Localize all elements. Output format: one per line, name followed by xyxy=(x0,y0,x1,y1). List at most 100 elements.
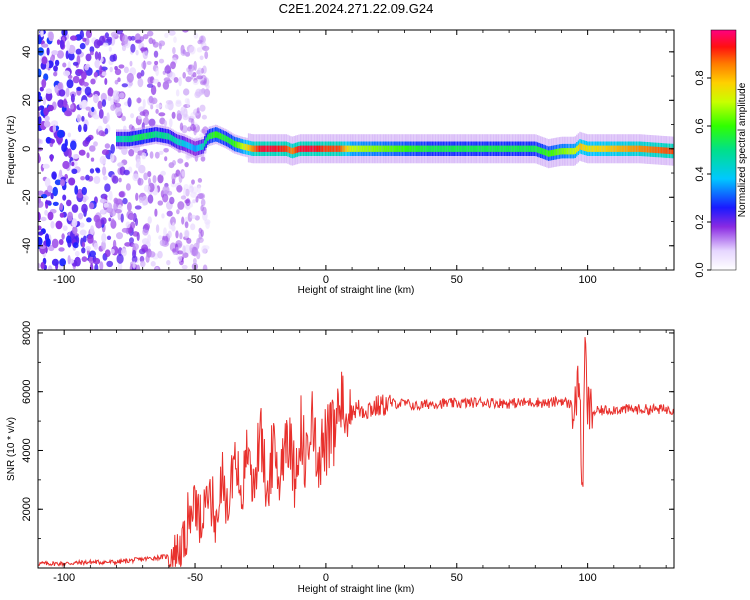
spectrogram-ridge-core xyxy=(648,146,650,153)
spectrogram-noise-patch xyxy=(99,198,107,204)
spectrogram-noise-patch xyxy=(101,233,107,243)
x-tick-label: 0 xyxy=(323,274,329,286)
spectrogram-noise-patch xyxy=(53,71,58,77)
spectrogram-noise-patch xyxy=(189,214,197,219)
spectrogram-ridge-core xyxy=(337,145,339,152)
spectrogram-noise-patch xyxy=(100,66,108,71)
spectrogram-noise-patch xyxy=(190,223,196,231)
spectrogram-ridge-core xyxy=(580,143,583,150)
spectrogram-noise-patch xyxy=(70,103,74,110)
spectrogram-noise-patch xyxy=(44,115,50,122)
spectrogram-ridge-core xyxy=(200,143,203,150)
spectrogram-ridge-layer xyxy=(116,124,674,169)
spectrogram-noise-patch xyxy=(163,148,169,153)
spectrogram-noise-patch xyxy=(166,79,173,84)
spectrogram-ridge-core xyxy=(634,145,636,152)
spectrogram-noise-patch xyxy=(130,43,136,53)
spectrogram-ridge-core xyxy=(252,145,254,152)
spectrogram-ridge-core xyxy=(649,146,652,153)
spectrogram-ridge-core xyxy=(324,145,327,152)
spectrogram-noise-patch xyxy=(76,114,82,123)
spectrogram-ridge-core xyxy=(351,145,353,152)
spectrogram-noise-patch xyxy=(152,175,157,184)
spectrogram-ridge-core xyxy=(400,145,402,152)
spectrogram-noise-patch xyxy=(63,70,71,77)
spectrogram-ridge-core xyxy=(552,149,554,156)
spectrogram-ridge-core xyxy=(372,145,374,152)
spectrogram-noise-patch xyxy=(185,188,190,197)
spectrogram-noise-patch xyxy=(117,162,124,168)
spectrogram-noise-patch xyxy=(188,64,193,70)
spectrogram-noise-patch xyxy=(176,255,183,262)
spectrogram-noise-patch xyxy=(179,232,183,240)
spectrogram-noise-patch xyxy=(93,39,101,49)
spectrogram-ridge-core xyxy=(122,135,124,143)
spectrogram-ridge-core xyxy=(609,145,611,152)
spectrogram-noise-patch xyxy=(153,50,159,58)
spectrogram-noise-patch xyxy=(58,247,65,252)
spectrogram-ridge-core xyxy=(150,132,152,139)
spectrogram-noise-patch xyxy=(115,106,122,117)
spectrogram-noise-patch xyxy=(176,209,180,215)
spectrogram-noise-patch xyxy=(44,177,51,188)
spectrogram-noise-patch xyxy=(183,187,187,198)
spectrogram-ridge-core xyxy=(442,145,445,152)
spectrogram-noise-patch xyxy=(192,72,197,78)
spectrogram-ridge-core xyxy=(536,146,539,153)
spectrogram-noise-patch xyxy=(110,152,115,162)
spectrogram-ridge-core xyxy=(205,137,207,144)
spectrogram-noise-patch xyxy=(184,98,189,104)
spectrogram-ridge-core xyxy=(291,147,294,155)
spectrogram-noise-patch xyxy=(196,107,200,114)
spectrogram-noise-patch xyxy=(148,37,154,45)
spectrogram-noise-patch xyxy=(93,176,101,184)
spectrogram-ridge-core xyxy=(149,132,151,139)
spectrogram-noise-patch xyxy=(106,260,114,268)
spectrogram-noise-patch xyxy=(141,152,147,160)
spectrogram-ridge-core xyxy=(127,135,129,143)
spectrogram-ridge-core xyxy=(354,145,357,152)
spectrogram-noise-patch xyxy=(95,168,101,174)
spectrogram-noise-patch xyxy=(181,216,185,225)
spectrogram-ridge-core xyxy=(565,148,567,155)
spectrogram-ridge-core xyxy=(569,148,572,155)
spectrogram-ridge-core xyxy=(386,145,388,152)
spectrogram-noise-patch xyxy=(93,214,101,223)
spectrogram-ridge-core xyxy=(318,145,320,152)
colorbar-tick-label: 0.0 xyxy=(694,262,706,277)
spectrogram-ridge-core xyxy=(584,144,586,151)
spectrogram-noise-patch xyxy=(89,145,96,152)
spectrogram-noise-patch xyxy=(175,89,180,97)
snr-y-axis-title: SNR (10 * v/v) xyxy=(6,417,17,481)
spectrogram-ridge-core xyxy=(419,145,421,152)
spectrogram-ridge-core xyxy=(340,145,342,152)
spectrogram-ridge-core xyxy=(483,145,485,152)
spectrogram-noise-patch xyxy=(184,244,192,255)
spectrogram-noise-patch xyxy=(185,198,191,207)
spectrogram-noise-patch xyxy=(123,169,130,176)
spectrogram-ridge-core xyxy=(628,145,630,152)
spectrogram-noise-patch xyxy=(136,97,142,104)
spectrogram-noise-patch xyxy=(136,158,141,167)
spectrogram-noise-patch xyxy=(147,234,152,243)
spectrogram-ridge-core xyxy=(392,145,394,152)
spectrogram-noise-patch xyxy=(148,177,151,185)
spectrogram-noise-patch xyxy=(59,202,64,211)
spectrogram-ridge-core xyxy=(282,145,284,152)
spectrogram-ridge-core xyxy=(246,144,248,151)
spectrogram-noise-patch xyxy=(198,88,207,95)
spectrogram-ridge-core xyxy=(390,145,393,152)
spectrogram-ridge-core xyxy=(590,145,592,152)
spectrogram-ridge-core xyxy=(155,131,157,138)
spectrogram-ridge-core xyxy=(489,145,492,152)
colorbar-title: Normalized spectral amplitude xyxy=(737,82,748,217)
spectrogram-noise-patch xyxy=(182,245,186,254)
spectrogram-ridge-core xyxy=(156,131,159,138)
spectrogram-ridge-core xyxy=(229,137,231,145)
spectrogram-ridge-core xyxy=(196,145,198,152)
spectrogram-noise-patch xyxy=(118,177,122,183)
spectrogram-ridge-core xyxy=(412,145,415,152)
spectrogram-ridge-core xyxy=(320,145,322,152)
spectrogram-noise-patch xyxy=(57,129,65,138)
spectrogram-ridge-core xyxy=(474,145,476,152)
